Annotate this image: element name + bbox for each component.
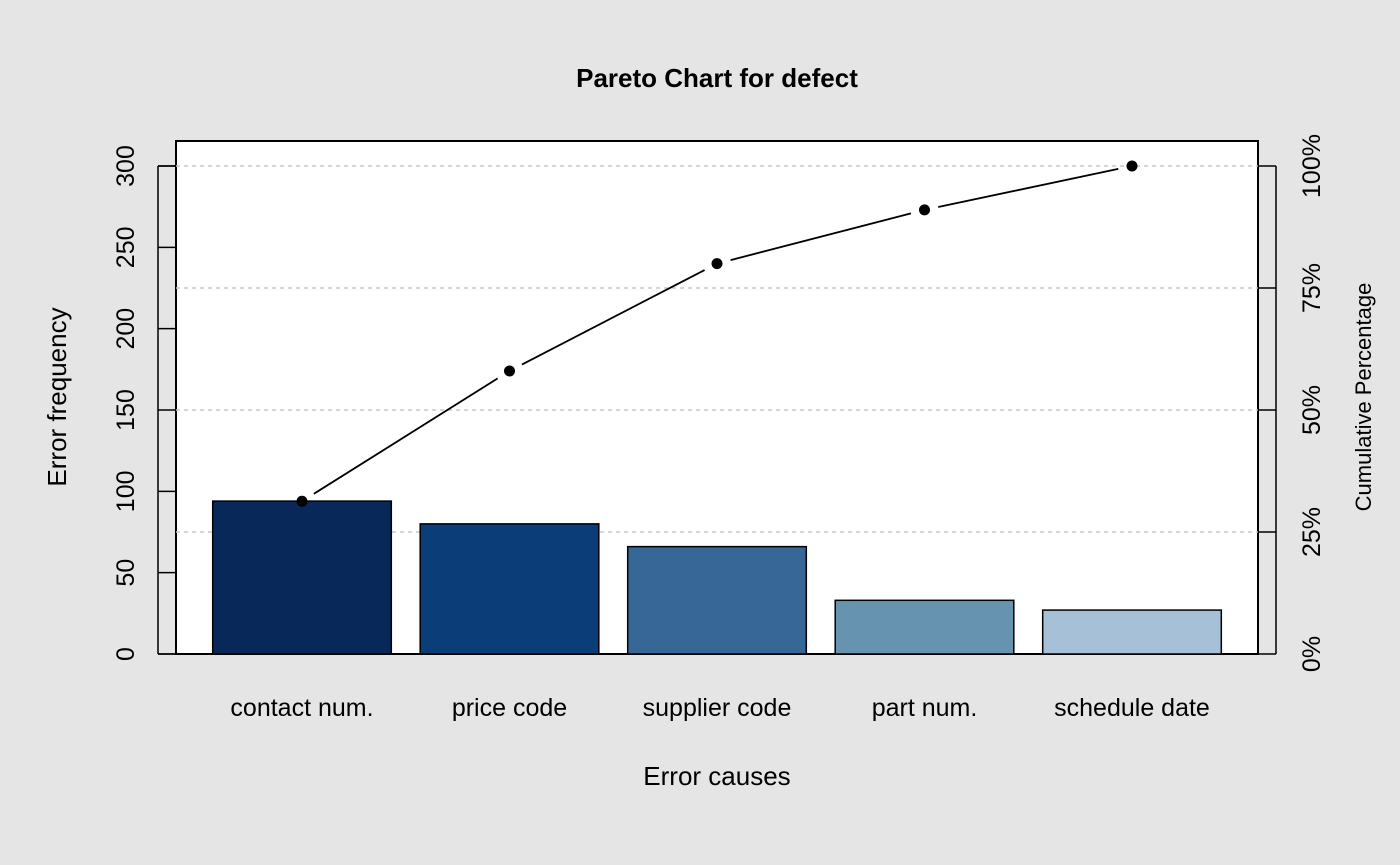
x-tick-label: price code — [452, 694, 567, 722]
y2-axis-label: Cumulative Percentage — [1351, 283, 1376, 512]
y2-tick-label: 100% — [1298, 134, 1326, 198]
bars — [211, 500, 1223, 655]
x-axis-labels: contact num. price code supplier code part … — [230, 694, 1209, 722]
x-tick-label: schedule date — [1054, 694, 1210, 722]
bar — [211, 500, 393, 655]
cumulative-point — [711, 258, 723, 270]
y2-tick-label: 75% — [1298, 263, 1326, 313]
x-tick-label: supplier code — [643, 694, 792, 722]
y-axis-right: 0% 25% 50% 75% 100% — [1258, 134, 1326, 672]
cumulative-segment — [730, 212, 912, 261]
y2-tick-label: 25% — [1298, 507, 1326, 557]
y-axis-left: 0 50 100 150 200 250 300 — [112, 145, 176, 661]
y2-tick-label: 0% — [1298, 636, 1326, 672]
x-axis-label: Error causes — [643, 761, 790, 791]
bar — [419, 523, 600, 655]
y-tick-label: 150 — [112, 389, 140, 431]
cumulative-segment — [938, 168, 1119, 208]
cumulative-point — [1126, 160, 1138, 172]
cumulative-segment — [521, 269, 705, 366]
x-tick-label: part num. — [872, 694, 978, 722]
y2-tick-label: 50% — [1298, 385, 1326, 435]
bar — [834, 599, 1015, 655]
y-axis-label: Error frequency — [42, 307, 72, 486]
y-tick-label: 0 — [112, 647, 140, 661]
cumulative-point — [296, 495, 308, 507]
cumulative-line — [296, 160, 1138, 507]
chart-title: Pareto Chart for defect — [576, 63, 858, 93]
bar — [626, 545, 808, 655]
cumulative-segment — [313, 377, 499, 495]
cumulative-point — [504, 365, 515, 377]
cumulative-point — [919, 204, 930, 216]
y-tick-label: 250 — [112, 226, 140, 268]
y-tick-label: 100 — [112, 470, 140, 512]
y-tick-label: 300 — [112, 145, 140, 187]
y-tick-label: 50 — [112, 559, 140, 587]
x-tick-label: contact num. — [230, 694, 373, 722]
y-tick-label: 200 — [112, 308, 140, 350]
bar — [1041, 609, 1223, 655]
